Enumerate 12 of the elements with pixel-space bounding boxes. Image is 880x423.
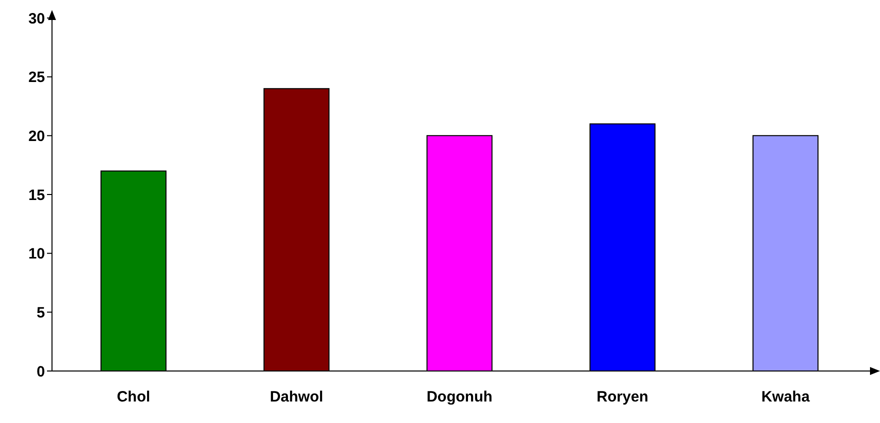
x-tick-label: Roryen bbox=[596, 388, 648, 406]
y-tick-label: 20 bbox=[28, 128, 45, 145]
y-tick-label: 15 bbox=[28, 186, 45, 204]
y-tick-label: 25 bbox=[28, 69, 45, 86]
y-tick-label: 10 bbox=[28, 246, 45, 263]
y-tick-label: 5 bbox=[36, 304, 45, 322]
x-tick-label: Dogonuh bbox=[426, 388, 492, 406]
x-tick-label: Kwaha bbox=[761, 388, 810, 406]
x-tick-label: Chol bbox=[116, 388, 150, 406]
y-tick-label: 30 bbox=[28, 10, 45, 28]
y-tick-label: 0 bbox=[36, 363, 45, 380]
x-tick-label: Dahwol bbox=[270, 388, 324, 406]
